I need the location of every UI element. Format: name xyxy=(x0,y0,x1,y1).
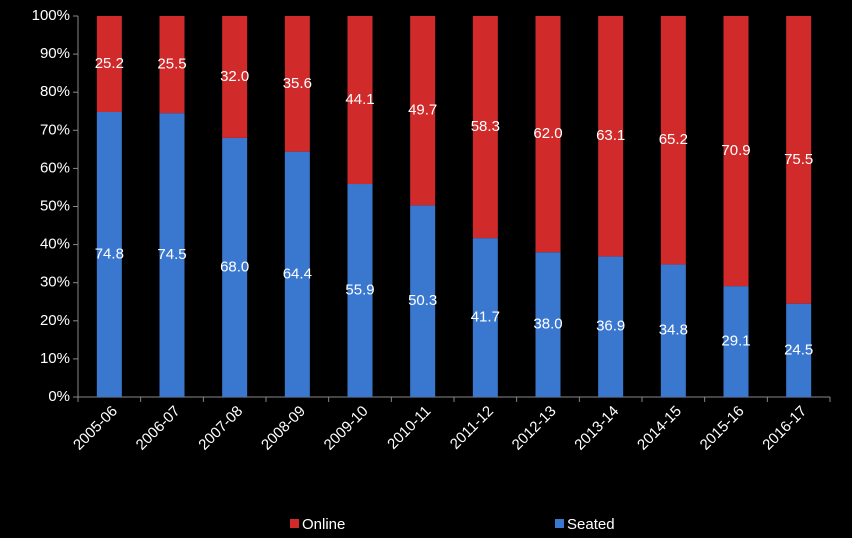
y-tick-label: 20% xyxy=(40,312,70,329)
y-tick-label: 80% xyxy=(40,83,70,100)
y-tick-label: 50% xyxy=(40,197,70,214)
x-tick-label: 2012-13 xyxy=(509,403,560,454)
x-tick-label: 2007-08 xyxy=(195,403,246,454)
data-label: 29.1 xyxy=(721,333,750,350)
data-label: 65.2 xyxy=(659,131,688,148)
x-tick-label: 2006-07 xyxy=(133,403,184,454)
data-label: 62.0 xyxy=(533,125,562,142)
data-label: 74.5 xyxy=(157,246,186,263)
bar-segment xyxy=(598,16,624,257)
data-label: 74.8 xyxy=(95,245,124,262)
x-tick-label: 2010-11 xyxy=(384,403,434,453)
y-tick-label: 60% xyxy=(40,159,70,176)
data-label: 70.9 xyxy=(721,142,750,159)
data-label: 68.0 xyxy=(220,258,249,275)
data-label: 55.9 xyxy=(345,281,374,298)
y-tick-label: 10% xyxy=(40,350,70,367)
legend-label: Seated xyxy=(567,516,615,533)
x-tick-label: 2009-10 xyxy=(321,403,372,454)
bar-segment xyxy=(222,137,248,398)
y-tick-label: 0% xyxy=(48,388,70,405)
bar-segment xyxy=(284,151,310,397)
data-label: 44.1 xyxy=(345,91,374,108)
bar-segment xyxy=(786,16,812,304)
y-tick-label: 40% xyxy=(40,236,70,253)
data-label: 32.0 xyxy=(220,68,249,85)
x-tick-label: 2015-16 xyxy=(697,403,748,454)
legend-label: Online xyxy=(302,516,345,533)
bar-segment xyxy=(660,264,686,397)
data-label: 25.2 xyxy=(95,55,124,72)
bar-segment xyxy=(410,205,436,397)
bar-segment xyxy=(723,16,749,287)
data-label: 64.4 xyxy=(283,265,312,282)
bar-segment xyxy=(660,16,686,265)
data-label: 25.5 xyxy=(157,56,186,73)
x-tick-label: 2013-14 xyxy=(571,403,622,454)
bar-segment xyxy=(410,16,436,206)
data-label: 63.1 xyxy=(596,127,625,144)
y-tick-label: 30% xyxy=(40,274,70,291)
legend-swatch xyxy=(555,519,564,528)
data-label: 50.3 xyxy=(408,292,437,309)
data-label: 38.0 xyxy=(533,316,562,333)
data-label: 24.5 xyxy=(784,341,813,358)
bar-segment xyxy=(472,16,498,239)
data-label: 75.5 xyxy=(784,151,813,168)
data-label: 36.9 xyxy=(596,318,625,335)
bar-segment xyxy=(472,238,498,397)
bar-segment xyxy=(284,16,310,152)
x-tick-label: 2005-06 xyxy=(70,403,121,454)
y-tick-label: 70% xyxy=(40,121,70,138)
x-tick-label: 2011-12 xyxy=(447,403,497,453)
bar-segment xyxy=(535,252,561,397)
bar-segment xyxy=(347,16,373,185)
bar-segment xyxy=(222,16,248,138)
x-tick-label: 2008-09 xyxy=(258,403,309,454)
bar-segment xyxy=(347,184,373,397)
bar-segment xyxy=(159,16,185,114)
data-label: 49.7 xyxy=(408,102,437,119)
data-label: 41.7 xyxy=(471,309,500,326)
data-label: 34.8 xyxy=(659,322,688,339)
bar-segment xyxy=(535,16,561,253)
legend-swatch xyxy=(290,519,299,528)
bar-segment xyxy=(96,112,122,398)
x-tick-label: 2016-17 xyxy=(759,403,810,454)
y-tick-label: 90% xyxy=(40,45,70,62)
data-label: 58.3 xyxy=(471,118,500,135)
bar-segment xyxy=(159,113,185,397)
bar-segment xyxy=(723,286,749,397)
data-label: 35.6 xyxy=(283,75,312,92)
bar-segment xyxy=(598,256,624,397)
y-tick-label: 100% xyxy=(32,7,70,24)
x-tick-label: 2014-15 xyxy=(634,403,685,454)
bar-segment xyxy=(786,303,812,397)
bar-segment xyxy=(96,16,122,113)
